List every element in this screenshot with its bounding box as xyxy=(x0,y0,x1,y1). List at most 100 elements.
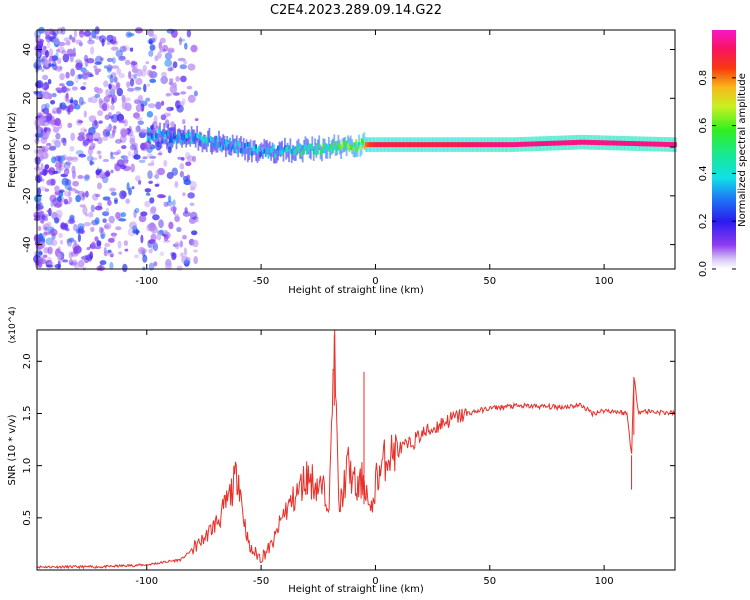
spectrogram-noise-blob xyxy=(158,219,164,229)
spectrogram-noise-blob xyxy=(89,96,98,104)
spectrogram-ridge-cell xyxy=(419,142,422,148)
spectrogram-ridge-cell xyxy=(465,142,467,148)
spectrogram-noise-blob xyxy=(175,76,180,82)
spectrogram-noise-blob xyxy=(74,75,79,84)
spectrogram-ridge-cell xyxy=(498,142,500,148)
spectrogram-ridge-cell xyxy=(314,149,316,155)
spectrogram-ridge-cell xyxy=(203,138,205,144)
spectrogram-ridge-halo xyxy=(301,147,304,163)
spectrogram-ridge-cell xyxy=(193,136,196,142)
spectrogram-ridge-cell xyxy=(659,141,662,147)
spectrogram-noise-blob xyxy=(49,30,56,36)
spectrogram-ridge-cell xyxy=(208,137,211,143)
spectrogram-noise-blob xyxy=(142,64,148,72)
spectrogram-noise-blob xyxy=(55,201,62,208)
spectrogram-noise-blob xyxy=(43,83,47,89)
spectrogram-noise-blob xyxy=(94,61,102,65)
spectrogram-ridge-cell xyxy=(293,150,296,156)
spectrogram-ridge-cell xyxy=(279,149,282,155)
spectrogram-noise-blob xyxy=(72,246,78,255)
spectrogram-ridge-cell xyxy=(282,147,285,153)
spectrogram-noise-blob xyxy=(118,251,122,255)
spectrogram-noise-blob xyxy=(107,249,112,254)
spectrogram-ridge-cell xyxy=(251,151,253,157)
spectrogram-noise-blob xyxy=(135,117,143,121)
spectrogram-noise-blob xyxy=(59,73,65,81)
spectrogram-noise-blob xyxy=(153,174,158,178)
spectrogram-ridge-cell xyxy=(234,142,237,148)
spectrogram-noise-blob xyxy=(157,194,165,199)
spectrogram-noise-blob xyxy=(145,61,150,65)
spectrogram-noise-blob xyxy=(121,145,127,150)
spectrogram-ridge-cell xyxy=(493,142,496,148)
spectrogram-ridge-halo xyxy=(348,137,351,153)
spectrogram-ridge-cell xyxy=(547,140,550,146)
spectrogram-ridge-cell xyxy=(194,133,197,139)
spectrogram-ridge-cell xyxy=(635,141,637,147)
spectrogram-ridge-cell xyxy=(185,133,187,139)
spectrogram-ridge-cell xyxy=(366,142,369,148)
spectrogram-noise-blob xyxy=(118,218,127,222)
spectrogram-noise-blob xyxy=(85,254,93,261)
spectrogram-ridge-cell xyxy=(466,142,469,148)
spectrogram-noise-blob xyxy=(67,108,71,115)
spectrogram-ridge-cell xyxy=(192,136,194,142)
spectrogram-noise-blob xyxy=(118,72,125,79)
spectrogram-noise-blob xyxy=(83,54,89,62)
spectrogram-noise-blob xyxy=(54,117,61,127)
spectrogram-ridge-cell xyxy=(176,135,179,141)
spectrogram-ridge-cell xyxy=(541,141,544,146)
spectrogram-noise-blob xyxy=(140,142,148,152)
spectrogram-noise-blob xyxy=(78,96,84,106)
spectrogram-ridge-cell xyxy=(152,136,155,142)
spectrogram-noise-blob xyxy=(50,100,56,105)
spectrogram-ridge-cell xyxy=(226,142,229,147)
spectrogram-ridge-halo xyxy=(200,132,203,148)
spectrogram-noise-blob xyxy=(142,254,148,263)
spectrogram-ridge-cell xyxy=(454,142,456,148)
spectrogram-ridge-cell xyxy=(639,141,642,147)
spectrogram-noise-blob xyxy=(82,81,87,86)
spectrogram-ridge-halo xyxy=(229,140,231,156)
spectrogram-noise-blob xyxy=(120,128,128,138)
spectrogram-noise-blob xyxy=(38,251,43,256)
spectrogram-ridge-cell xyxy=(214,141,216,147)
spectrogram-ridge-cell xyxy=(257,145,260,151)
spectrogram-ridge-cell xyxy=(299,143,301,149)
spectrogram-ridge-cell xyxy=(617,140,620,146)
spectrogram-ridge-cell xyxy=(572,140,574,145)
spectrogram-noise-blob xyxy=(52,126,60,133)
spectrogram-noise-blob xyxy=(104,242,111,248)
spectrogram-noise-blob xyxy=(79,204,87,208)
spectrogram-noise-blob xyxy=(124,59,131,66)
spectrogram-noise-blob xyxy=(94,236,99,242)
spectrogram-noise-blob xyxy=(99,173,107,179)
spectrogram-noise-blob xyxy=(42,148,48,152)
spectrogram-noise-blob xyxy=(37,225,42,232)
spectrogram-noise-blob xyxy=(58,189,65,193)
spectrogram-ridge-cell xyxy=(443,142,445,148)
spectrogram-noise-blob xyxy=(166,28,175,34)
snr-frame xyxy=(36,329,676,571)
spectrogram-noise-blob xyxy=(123,97,131,102)
spectrogram-noise-blob xyxy=(35,167,40,171)
spectrogram-ridge-cell xyxy=(174,130,176,136)
spectrogram-noise-blob xyxy=(62,53,70,63)
spectrogram-noise-blob xyxy=(168,221,174,230)
spectrogram-noise-blob xyxy=(193,249,198,253)
x-tick-label: -100 xyxy=(135,576,158,587)
spectrogram-ridge-cell xyxy=(167,130,170,136)
spectrogram-noise-blob xyxy=(97,182,102,190)
spectrogram-ridge-cell xyxy=(286,146,289,152)
spectrogram-ridge-cell xyxy=(559,140,562,146)
spectrogram-noise-blob xyxy=(112,36,117,42)
x-tick-label: 0 xyxy=(372,276,378,287)
spectrogram-noise-blob xyxy=(137,120,144,125)
spectrogram-noise-blob xyxy=(102,196,111,201)
spectrogram-ridge-cell xyxy=(410,142,412,148)
spectrogram-noise-blob xyxy=(130,60,136,69)
spectrogram-noise-blob xyxy=(75,194,82,203)
spectrogram-ridge-cell xyxy=(242,149,245,155)
colorbar-gradient xyxy=(712,30,736,269)
spectrogram-ridge-cell xyxy=(432,142,434,148)
